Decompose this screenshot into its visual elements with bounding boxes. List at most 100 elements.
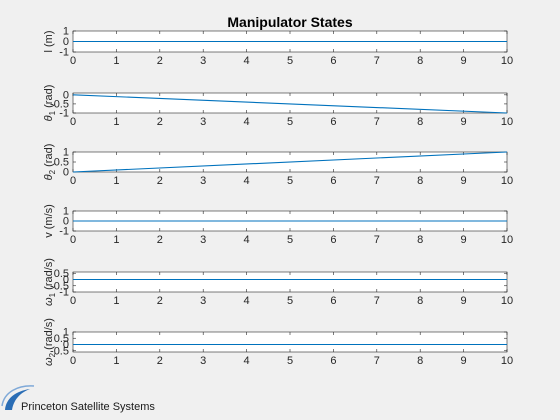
- y-tick-label: -1: [59, 47, 69, 59]
- y-tick-label: 0: [63, 167, 69, 179]
- y-label-symbol: ω: [43, 297, 55, 306]
- x-tick-label: 9: [461, 55, 467, 67]
- y-label-unit: (rad): [43, 85, 55, 111]
- y-tick-label: -1: [59, 287, 69, 299]
- y-axis-label: l (m): [43, 31, 55, 53]
- x-tick-label: 2: [157, 234, 163, 246]
- x-tick-label: 5: [287, 234, 293, 246]
- logo-text: Princeton Satellite Systems: [21, 401, 155, 413]
- x-tick-label: 7: [374, 295, 380, 307]
- x-tick-label: 2: [157, 55, 163, 67]
- x-tick-label: 0: [70, 55, 76, 67]
- y-label-symbol: θ: [43, 174, 55, 180]
- logo-swoosh-icon: [5, 389, 30, 410]
- x-tick-label: 6: [330, 116, 336, 128]
- x-tick-label: 9: [461, 295, 467, 307]
- x-tick-label: 2: [157, 295, 163, 307]
- y-label-unit: (rad/s): [43, 318, 55, 353]
- x-tick-label: 4: [244, 234, 250, 246]
- y-tick-label: -0.5: [50, 345, 69, 357]
- series-line: [72, 151, 508, 173]
- x-tick-label: 1: [113, 116, 119, 128]
- x-tick-label: 4: [244, 295, 250, 307]
- x-tick-label: 7: [374, 355, 380, 367]
- y-tick-label: 0: [63, 274, 69, 286]
- y-label-symbol: θ: [43, 115, 55, 121]
- x-tick-label: 3: [200, 116, 206, 128]
- x-tick-label: 8: [417, 55, 423, 67]
- x-tick-label: 6: [330, 175, 336, 187]
- x-tick-label: 9: [461, 116, 467, 128]
- y-label-subscript: 2: [48, 169, 57, 174]
- x-tick-label: 1: [113, 55, 119, 67]
- y-tick-label: 0.5: [54, 268, 69, 280]
- y-tick-label: -1: [59, 226, 69, 238]
- x-tick-label: 10: [501, 55, 513, 67]
- x-tick-label: 1: [113, 355, 119, 367]
- x-tick-label: 0: [70, 175, 76, 187]
- figure-title: Manipulator States: [227, 14, 352, 30]
- x-tick-label: 4: [244, 55, 250, 67]
- x-tick-label: 8: [417, 295, 423, 307]
- x-tick-label: 5: [287, 55, 293, 67]
- y-axis-label: ω2 (rad/s): [43, 318, 57, 366]
- x-tick-label: 10: [501, 116, 513, 128]
- y-tick-label: -0.5: [50, 98, 69, 110]
- y-label-unit: (rad/s): [43, 258, 55, 293]
- x-tick-label: 8: [417, 234, 423, 246]
- x-tick-label: 6: [330, 295, 336, 307]
- y-tick-label: 0.5: [54, 333, 69, 345]
- x-tick-label: 4: [244, 116, 250, 128]
- x-tick-label: 6: [330, 234, 336, 246]
- y-label-unit: (rad): [43, 144, 55, 170]
- x-tick-label: 3: [200, 295, 206, 307]
- x-tick-label: 8: [417, 355, 423, 367]
- x-tick-label: 3: [200, 234, 206, 246]
- x-tick-label: 10: [501, 175, 513, 187]
- y-tick-label: 1: [63, 147, 69, 159]
- x-tick-label: 6: [330, 55, 336, 67]
- x-tick-label: 6: [330, 355, 336, 367]
- x-tick-label: 0: [70, 295, 76, 307]
- x-tick-label: 4: [244, 355, 250, 367]
- y-label-subscript: 1: [48, 292, 57, 297]
- x-tick-label: 5: [287, 175, 293, 187]
- x-tick-label: 10: [501, 234, 513, 246]
- y-axis-label: ω1 (rad/s): [43, 258, 57, 306]
- y-tick-label: -1: [59, 108, 69, 120]
- x-tick-label: 8: [417, 175, 423, 187]
- y-label-subscript: 1: [48, 110, 57, 115]
- y-label-symbol: ω: [43, 357, 55, 366]
- y-tick-label: 0: [63, 216, 69, 228]
- x-tick-label: 3: [200, 175, 206, 187]
- x-tick-label: 7: [374, 234, 380, 246]
- x-tick-label: 5: [287, 295, 293, 307]
- x-tick-label: 3: [200, 55, 206, 67]
- x-tick-label: 4: [244, 175, 250, 187]
- x-tick-label: 5: [287, 355, 293, 367]
- y-tick-label: 1: [63, 26, 69, 38]
- x-tick-label: 2: [157, 116, 163, 128]
- company-logo: Princeton Satellite Systems: [1, 385, 155, 413]
- x-tick-label: 1: [113, 175, 119, 187]
- y-tick-label: 1: [63, 206, 69, 218]
- x-tick-label: 10: [501, 295, 513, 307]
- series-line: [72, 94, 508, 114]
- x-tick-label: 7: [374, 55, 380, 67]
- y-axis-label: θ1 (rad): [43, 85, 57, 122]
- y-tick-label: 0: [63, 89, 69, 101]
- x-tick-label: 9: [461, 234, 467, 246]
- x-tick-label: 1: [113, 234, 119, 246]
- x-tick-label: 9: [461, 175, 467, 187]
- x-tick-label: 7: [374, 116, 380, 128]
- x-tick-label: 7: [374, 175, 380, 187]
- y-tick-label: 0.5: [54, 157, 69, 169]
- y-label-subscript: 2: [48, 352, 57, 357]
- y-tick-label: 0: [63, 339, 69, 351]
- y-tick-label: 0: [63, 36, 69, 48]
